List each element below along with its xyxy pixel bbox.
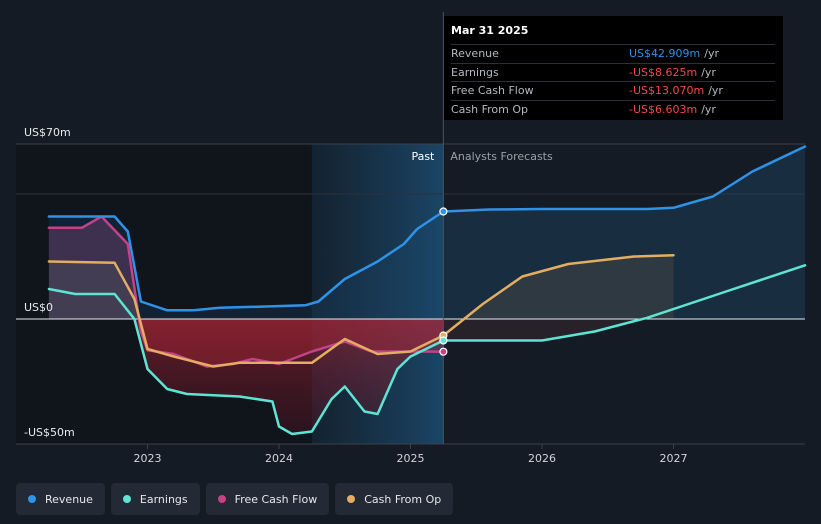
y-tick-label: -US$50m xyxy=(24,426,75,439)
revenue-line-past xyxy=(47,210,445,312)
legend-label: Cash From Op xyxy=(364,492,442,506)
tooltip-row-unit: /yr xyxy=(701,65,716,79)
chart: US$70m US$0 -US$50m 2023 2024 2025 2026 2027 Pas… xyxy=(16,12,807,465)
tooltip-row-unit: /yr xyxy=(701,102,716,116)
forecast-label: Analysts Forecasts xyxy=(450,150,553,163)
tooltip-row-name: Revenue xyxy=(451,47,499,60)
earnings-line-forecast xyxy=(442,264,807,342)
cfo-area-forecast xyxy=(443,255,674,319)
earnings-area-forecast xyxy=(443,319,805,341)
cfo-line-forecast xyxy=(442,254,675,337)
fcf-area-negative xyxy=(48,319,444,367)
cfo-line-past xyxy=(47,260,445,368)
tooltip-row: Free Cash Flow -US$13.070m/yr xyxy=(451,81,775,100)
legend-dot-icon xyxy=(122,495,131,503)
tooltip-row-unit: /yr xyxy=(704,47,719,60)
legend-item-free-cash-flow[interactable]: Free Cash Flow xyxy=(205,483,330,515)
legend-item-cash-from-op[interactable]: Cash From Op xyxy=(335,483,454,515)
tooltip-row-value: -US$13.070m xyxy=(629,84,705,97)
tooltip-row-unit: /yr xyxy=(708,84,723,97)
tooltip-row-value: US$42.909m xyxy=(629,47,701,60)
legend-item-revenue[interactable]: Revenue xyxy=(16,483,105,515)
tooltip-row-name: Cash From Op xyxy=(451,102,529,116)
tooltip-row-value: -US$8.625m xyxy=(629,65,698,79)
revenue-area-forecast xyxy=(443,146,805,319)
legend-label: Earnings xyxy=(139,492,188,506)
x-tick-label: 2027 xyxy=(660,452,688,465)
fcf-area-positive xyxy=(48,216,444,319)
y-tick-label: US$0 xyxy=(24,301,53,314)
tooltip-row-name: Earnings xyxy=(451,65,499,79)
legend-item-earnings[interactable]: Earnings xyxy=(110,483,200,515)
legend-label: Free Cash Flow xyxy=(234,492,318,506)
x-tick-label: 2024 xyxy=(265,452,293,465)
x-tick-label: 2026 xyxy=(528,452,556,465)
x-tick-label: 2023 xyxy=(134,452,162,465)
past-label: Past xyxy=(411,150,435,163)
cfo-area-positive xyxy=(48,261,444,319)
legend-dot-icon xyxy=(217,495,226,503)
earnings-marker xyxy=(439,336,448,345)
tooltip-row: Cash From Op -US$6.603m/yr xyxy=(451,99,775,119)
x-tick-label: 2025 xyxy=(397,452,425,465)
fcf-marker xyxy=(439,347,448,356)
y-tick-label: US$70m xyxy=(24,126,71,139)
revenue-line-forecast xyxy=(442,145,807,213)
legend-label: Revenue xyxy=(45,492,93,506)
legend-dot-icon xyxy=(347,495,356,503)
earnings-line-past xyxy=(47,287,445,436)
tooltip-row-name: Free Cash Flow xyxy=(451,84,534,97)
tooltip-row-value: -US$6.603m xyxy=(629,102,698,116)
legend-dot-icon xyxy=(28,495,36,503)
revenue-area-past xyxy=(48,211,444,319)
tooltip-row: Revenue US$42.909m/yr xyxy=(451,44,775,63)
legend: Revenue Earnings Free Cash Flow Cash From O… xyxy=(16,483,454,515)
tooltip-date: Mar 31 2025 xyxy=(451,24,529,37)
tooltip: Mar 31 2025 Revenue US$42.909m/yr Earnings… xyxy=(444,16,783,120)
tooltip-row: Earnings -US$8.625m/yr xyxy=(451,62,775,82)
revenue-marker xyxy=(439,207,448,216)
